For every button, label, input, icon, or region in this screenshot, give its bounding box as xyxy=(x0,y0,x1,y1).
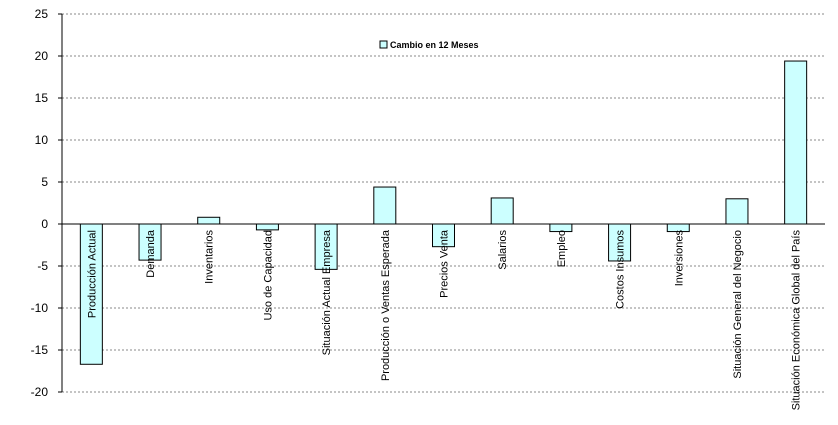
y-tick-label: -15 xyxy=(31,343,49,357)
category-label: Situación Actual Empresa xyxy=(321,229,333,355)
y-tick-label: -20 xyxy=(31,385,49,399)
bar xyxy=(373,186,397,225)
bar xyxy=(255,223,279,231)
bar xyxy=(79,223,103,365)
bar xyxy=(138,223,162,261)
category-label: Inventarios xyxy=(204,230,216,284)
category-label: Precios Venta xyxy=(439,229,451,298)
bars xyxy=(79,60,808,365)
axes: -20 -15 -10 -5 0 5 10 15 20 25 xyxy=(31,7,825,399)
category-label: Salarios xyxy=(497,230,509,270)
category-label: Uso de Capacidad xyxy=(262,230,274,321)
category-label: Empleo xyxy=(556,230,568,267)
y-tick-label: 10 xyxy=(35,133,49,147)
category-label: Producción Actual xyxy=(86,230,98,318)
y-tick-label: 0 xyxy=(41,217,48,231)
category-label: Situación Económica Global del País xyxy=(791,230,803,411)
y-tick-label: -5 xyxy=(37,259,48,273)
gridlines xyxy=(62,13,825,393)
bar xyxy=(666,223,690,233)
category-label: Situación General del Negocio xyxy=(732,230,744,379)
category-label: Costos Insumos xyxy=(615,230,627,309)
legend: Cambio en 12 Meses xyxy=(379,40,479,50)
legend-label: Cambio en 12 Meses xyxy=(390,40,479,50)
bar xyxy=(314,223,338,270)
bar xyxy=(432,223,455,248)
bar xyxy=(490,197,514,225)
bar xyxy=(197,216,221,225)
legend-swatch xyxy=(379,40,388,49)
y-tick-label: 25 xyxy=(35,7,49,21)
y-tick-label: 15 xyxy=(35,91,49,105)
bar xyxy=(784,60,808,225)
bar xyxy=(725,198,749,225)
y-tick-label: -10 xyxy=(31,301,49,315)
y-tick-label: 20 xyxy=(35,49,49,63)
category-label: Producción o Ventas Esperada xyxy=(380,229,392,381)
category-labels: Producción Actual Demanda Inventarios Uso d… xyxy=(86,229,802,410)
y-tick-label: 5 xyxy=(41,175,48,189)
category-label: Demanda xyxy=(145,229,157,278)
category-label: Inversiones xyxy=(673,230,685,287)
bar xyxy=(549,223,573,233)
bar xyxy=(608,223,632,262)
